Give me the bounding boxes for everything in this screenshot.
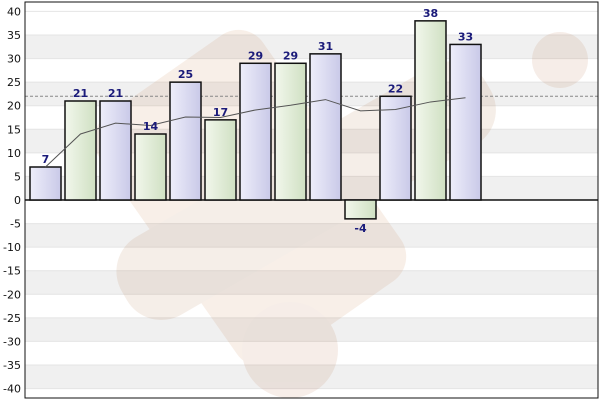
bar [379, 95, 412, 201]
data-labels: 7 21 21 14 25 17 29 29 31 -4 22 38 33 [42, 7, 473, 235]
data-label: 29 [248, 49, 263, 62]
y-tick-label: -15 [3, 265, 21, 278]
grid-band [25, 365, 598, 389]
bar [309, 53, 342, 201]
y-tick-label: 25 [7, 76, 21, 89]
bar [239, 62, 272, 201]
grid-band [25, 270, 598, 295]
bar [169, 81, 202, 201]
grid-band [25, 317, 598, 342]
data-label: 22 [388, 82, 403, 95]
y-tick-label: 40 [7, 5, 21, 18]
y-tick-label: -20 [3, 288, 21, 301]
y-tick-label: 15 [7, 123, 21, 136]
y-tick-label: 20 [7, 100, 21, 113]
data-label: 21 [108, 87, 123, 100]
y-tick-label: 0 [14, 194, 21, 207]
bar [64, 100, 97, 201]
y-tick-label: 35 [7, 29, 21, 42]
data-label: 38 [423, 7, 438, 20]
y-tick-label: -30 [3, 335, 21, 348]
data-label: 17 [213, 106, 228, 119]
bars [29, 20, 482, 220]
y-tick-label: 5 [14, 170, 21, 183]
data-label: 29 [283, 49, 298, 62]
y-tick-label: -25 [3, 312, 21, 325]
y-tick-label: -35 [3, 359, 21, 372]
y-tick-label: -10 [3, 241, 21, 254]
data-label: 7 [42, 153, 50, 166]
bar [99, 100, 132, 201]
bar [414, 20, 447, 201]
data-label: -4 [354, 222, 367, 235]
y-tick-label: -5 [10, 218, 21, 231]
data-label: 14 [143, 120, 159, 133]
bar [204, 119, 237, 201]
y-tick-label: 10 [7, 147, 21, 160]
bar [134, 133, 167, 201]
data-label: 33 [458, 30, 473, 43]
grid-band [25, 223, 598, 248]
y-tick-label: -40 [3, 383, 21, 396]
bar [449, 43, 482, 201]
y-tick-label: 30 [7, 53, 21, 66]
moving-average-line [45, 97, 466, 168]
data-label: 25 [178, 68, 193, 81]
data-label: 21 [73, 87, 88, 100]
bar [29, 166, 62, 201]
plot-border [24, 1, 599, 399]
bar [344, 199, 377, 220]
data-label: 31 [318, 40, 333, 53]
bar [274, 62, 307, 201]
